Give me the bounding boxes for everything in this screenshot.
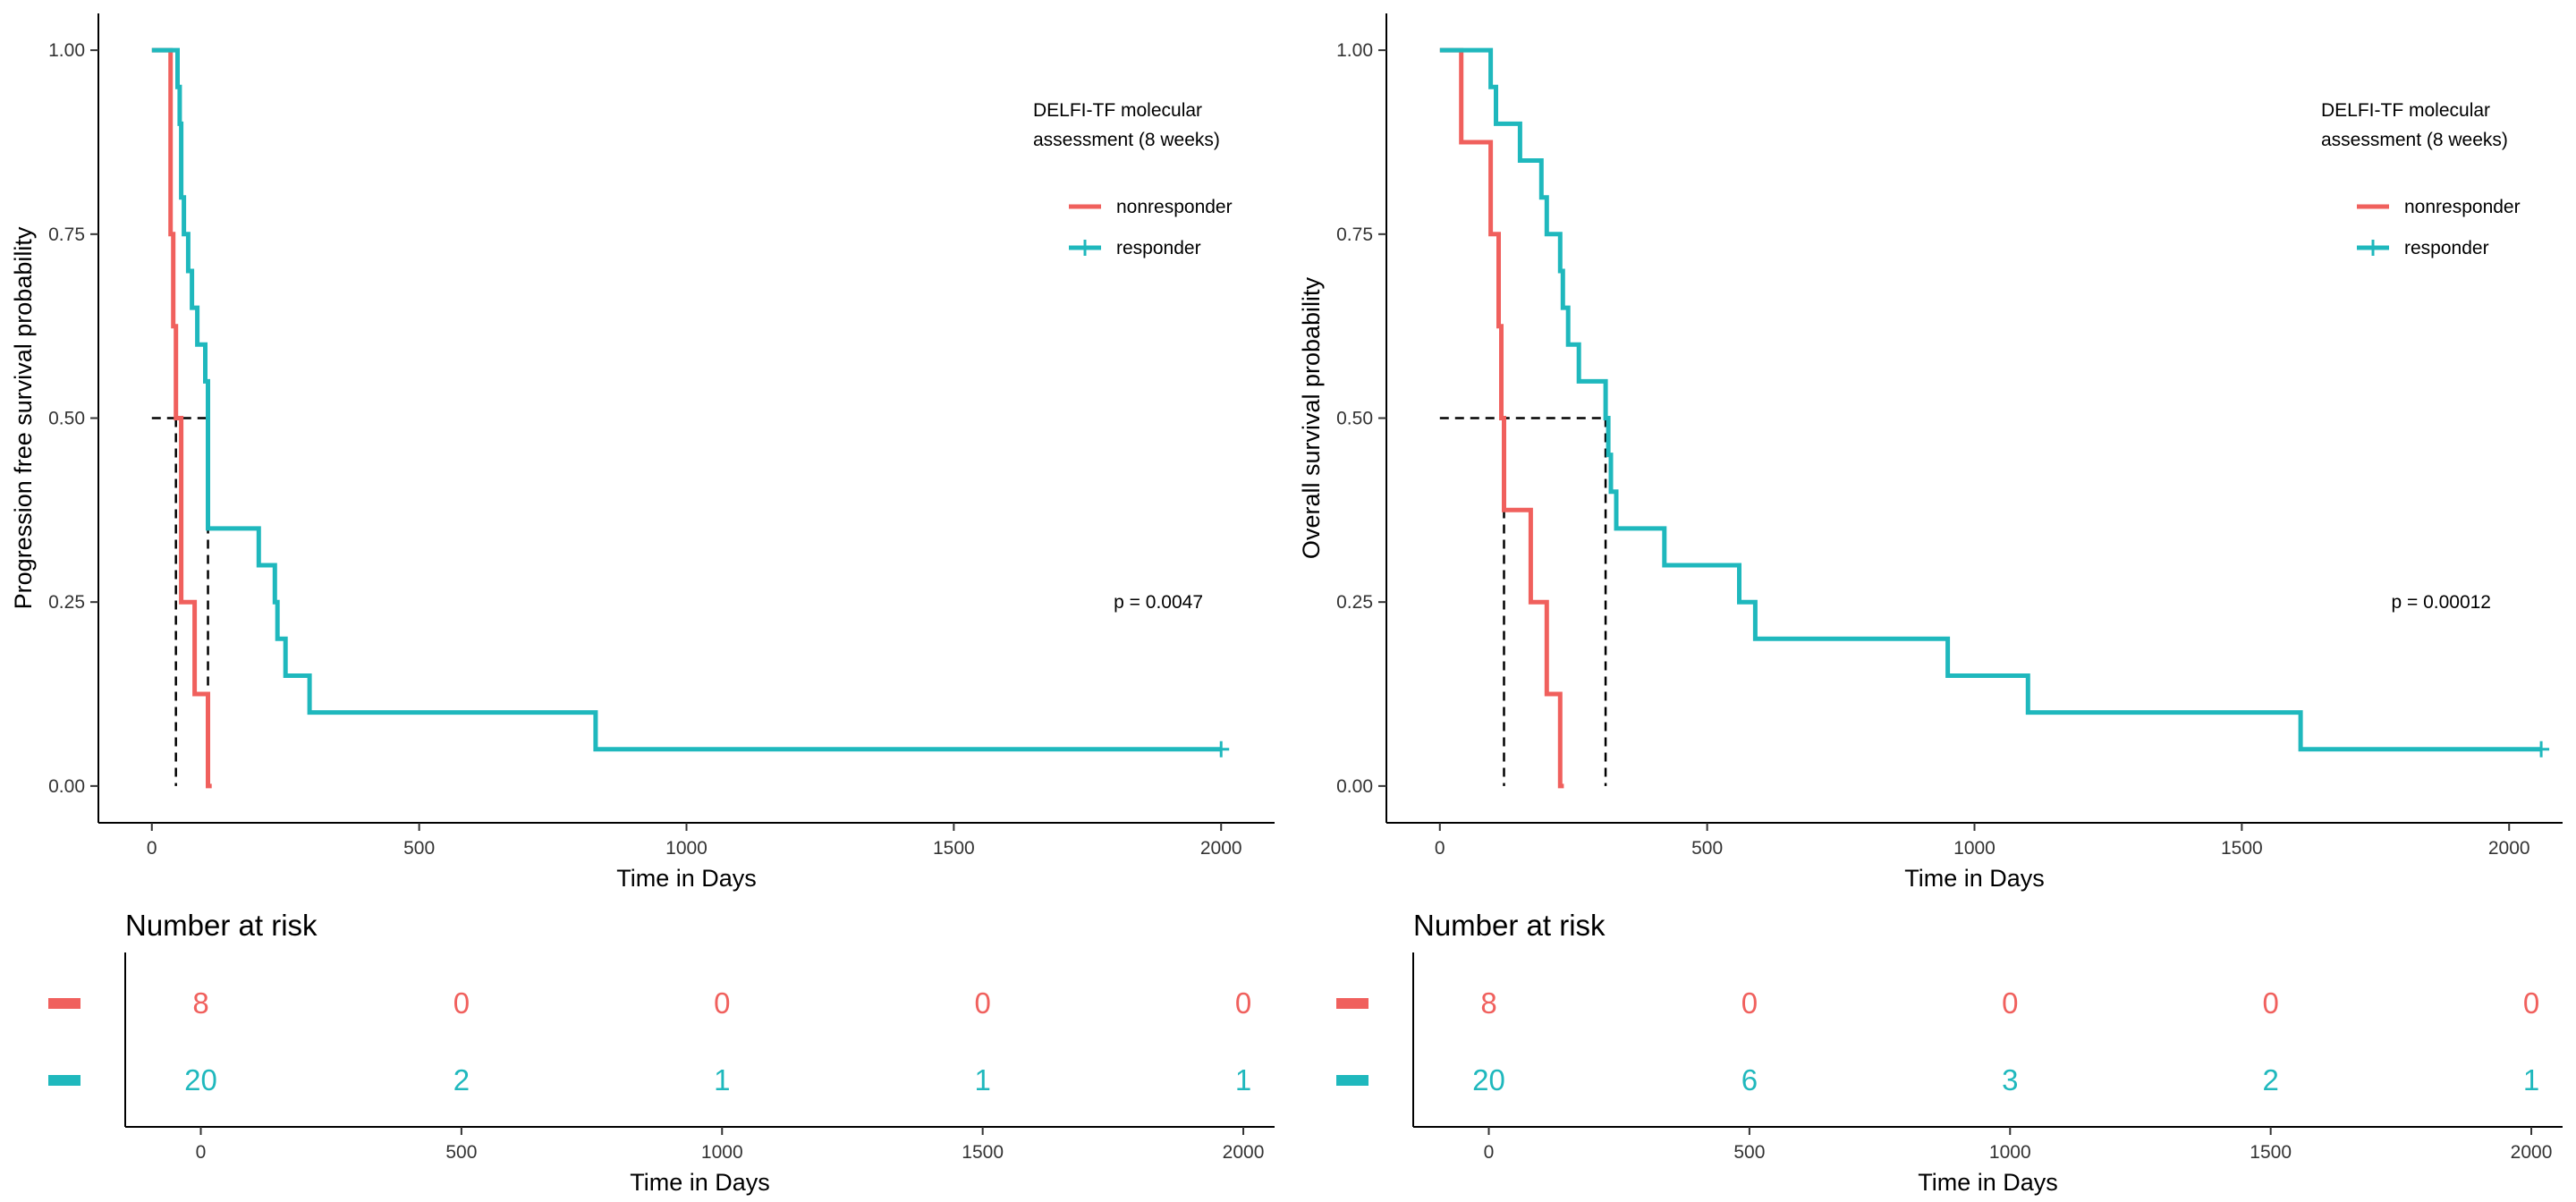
risk-row-key-responder xyxy=(48,1075,80,1086)
legend-title-line2: assessment (8 weeks) xyxy=(2321,130,2508,150)
y-axis-title: Overall survival probability xyxy=(1298,276,1325,559)
km-curve-nonresponder xyxy=(151,47,212,789)
x-tick-label: 0 xyxy=(147,838,157,859)
y-tick-label: 0.25 xyxy=(48,592,85,613)
risk-table-x-title: Time in Days xyxy=(630,1169,770,1196)
risk-count: 2 xyxy=(453,1063,470,1096)
risk-count: 8 xyxy=(1480,986,1496,1020)
x-tick-label: 500 xyxy=(1691,838,1723,859)
risk-count: 0 xyxy=(974,986,990,1020)
risk-count: 20 xyxy=(184,1063,217,1096)
risk-x-tick-label: 500 xyxy=(1733,1142,1765,1163)
risk-x-tick-label: 500 xyxy=(445,1142,477,1163)
x-tick-label: 1000 xyxy=(665,838,708,859)
legend-label-responder: responder xyxy=(2404,238,2489,258)
risk-count: 1 xyxy=(1235,1063,1251,1096)
km-panel-2: 0.00 0.25 0.50 0.75 1.00 0 500 1000 1500 2000 Time… xyxy=(1298,13,2563,892)
y-tick-label: 1.00 xyxy=(48,40,85,61)
x-axis-title: Time in Days xyxy=(1904,865,2045,892)
legend-title-line1: DELFI-TF molecular xyxy=(1033,100,1202,121)
risk-row-key-nonresponder xyxy=(1336,998,1368,1009)
risk-count: 8 xyxy=(192,986,208,1020)
y-tick-label: 0.00 xyxy=(48,776,85,797)
risk-count: 2 xyxy=(2262,1063,2278,1096)
risk-x-tick-label: 1000 xyxy=(1989,1142,2031,1163)
y-tick-label: 0.25 xyxy=(1336,592,1373,613)
risk-count: 1 xyxy=(714,1063,730,1096)
x-tick-label: 2000 xyxy=(1200,838,1242,859)
x-tick-label: 1500 xyxy=(2221,838,2263,859)
risk-table-title: Number at risk xyxy=(1413,909,1606,942)
legend-label-responder: responder xyxy=(1116,238,1201,258)
y-tick-label: 0.00 xyxy=(1336,776,1373,797)
risk-count: 0 xyxy=(714,986,730,1020)
risk-table-x-title: Time in Days xyxy=(1918,1169,2058,1196)
y-tick-label: 0.75 xyxy=(48,224,85,245)
legend-title-line2: assessment (8 weeks) xyxy=(1033,130,1220,150)
risk-x-tick-label: 0 xyxy=(1484,1142,1495,1163)
x-tick-label: 1500 xyxy=(933,838,975,859)
p-value: p = 0.0047 xyxy=(1114,592,1203,613)
km-panel-1: 0.00 0.25 0.50 0.75 1.00 0 500 1000 1500 2000 Time… xyxy=(10,13,1275,892)
y-tick-label: 1.00 xyxy=(1336,40,1373,61)
risk-x-tick-label: 1500 xyxy=(962,1142,1004,1163)
km-curve-responder xyxy=(151,47,1222,752)
risk-count: 0 xyxy=(1235,986,1251,1020)
risk-x-tick-label: 2000 xyxy=(1223,1142,1265,1163)
risk-table-title: Number at risk xyxy=(125,909,318,942)
risk-count: 20 xyxy=(1472,1063,1505,1096)
legend-title-line1: DELFI-TF molecular xyxy=(2321,100,2490,121)
p-value: p = 0.00012 xyxy=(2391,592,2491,613)
risk-count: 1 xyxy=(2523,1063,2539,1096)
risk-count: 0 xyxy=(1741,986,1758,1020)
risk-count: 0 xyxy=(2523,986,2539,1020)
risk-x-tick-label: 1500 xyxy=(2250,1142,2292,1163)
y-tick-label: 0.50 xyxy=(1336,409,1373,429)
risk-count: 0 xyxy=(453,986,470,1020)
legend-label-nonresponder: nonresponder xyxy=(1116,197,1233,217)
risk-row-key-responder xyxy=(1336,1075,1368,1086)
y-tick-label: 0.75 xyxy=(1336,224,1373,245)
x-axis-title: Time in Days xyxy=(616,865,757,892)
y-axis-title: Progression free survival probability xyxy=(10,226,37,609)
x-tick-label: 2000 xyxy=(2488,838,2530,859)
x-tick-label: 1000 xyxy=(1953,838,1996,859)
km-curve-responder xyxy=(1439,47,2542,752)
risk-x-tick-label: 0 xyxy=(196,1142,207,1163)
risk-count: 1 xyxy=(974,1063,990,1096)
risk-count: 0 xyxy=(2262,986,2278,1020)
risk-row-key-nonresponder xyxy=(48,998,80,1009)
risk-count: 6 xyxy=(1741,1063,1758,1096)
y-tick-label: 0.50 xyxy=(48,409,85,429)
risk-x-tick-label: 2000 xyxy=(2511,1142,2553,1163)
x-tick-label: 500 xyxy=(403,838,435,859)
legend-label-nonresponder: nonresponder xyxy=(2404,197,2521,217)
km-curve-nonresponder xyxy=(1439,47,1564,789)
risk-count: 0 xyxy=(2002,986,2018,1020)
risk-count: 3 xyxy=(2002,1063,2018,1096)
risk-x-tick-label: 1000 xyxy=(701,1142,743,1163)
x-tick-label: 0 xyxy=(1435,838,1445,859)
